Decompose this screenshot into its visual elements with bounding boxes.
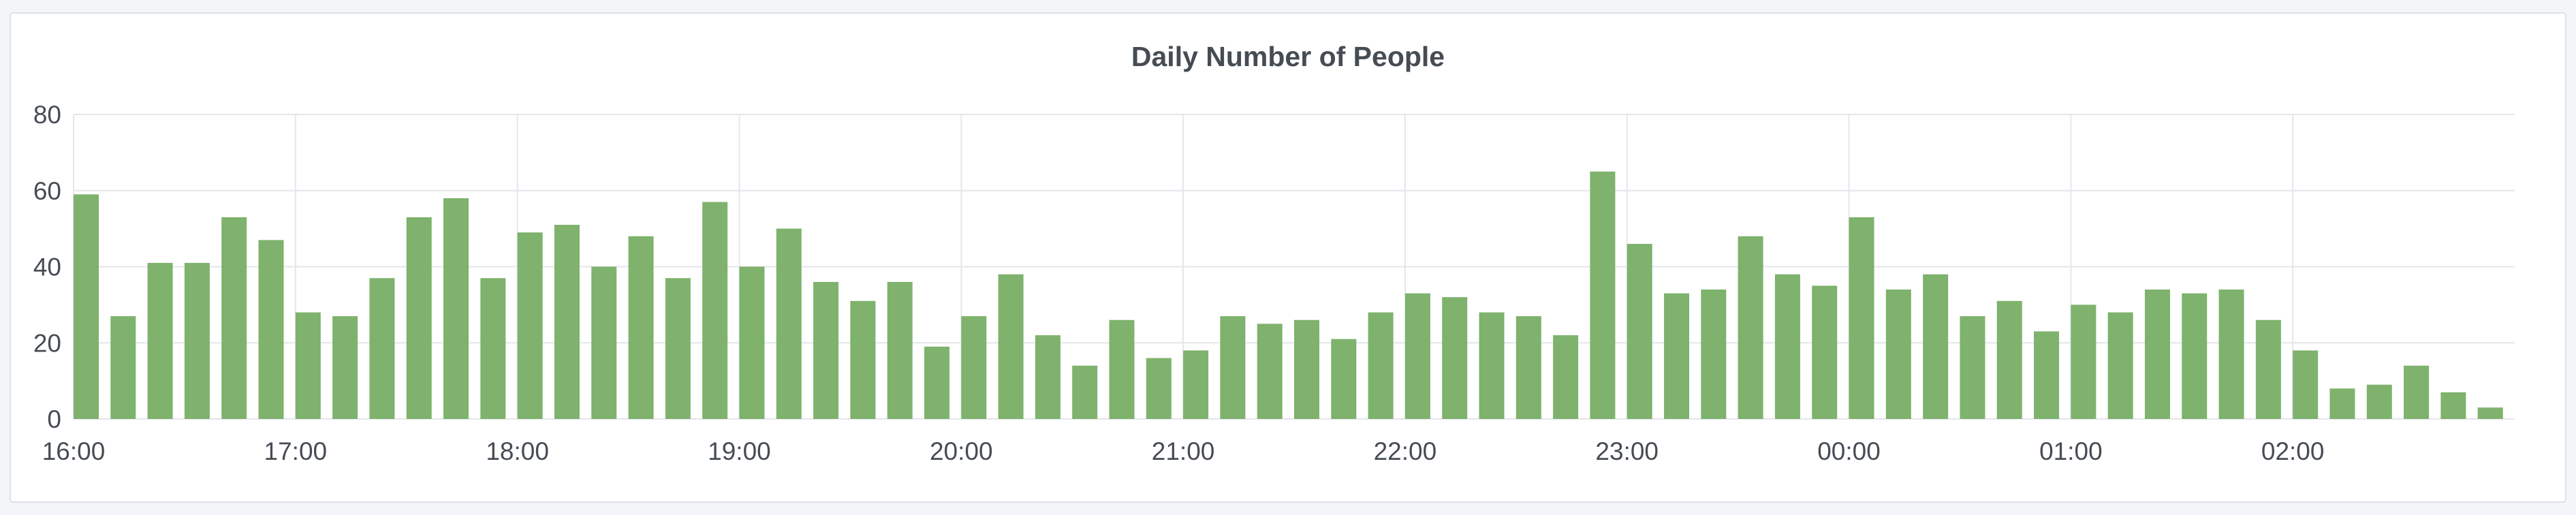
x-tick-label: 18:00 xyxy=(486,437,549,465)
bar xyxy=(1738,236,1763,419)
bar xyxy=(1294,319,1319,419)
bar xyxy=(2255,319,2281,419)
y-tick-label: 20 xyxy=(33,329,61,357)
bar xyxy=(1183,350,1209,419)
bar xyxy=(1479,312,1505,419)
bar xyxy=(1331,339,1357,419)
y-tick-label: 80 xyxy=(33,101,61,129)
bar xyxy=(184,262,210,419)
bar xyxy=(517,232,543,419)
bar xyxy=(1627,243,1652,419)
bar xyxy=(295,312,321,419)
x-tick-label: 17:00 xyxy=(264,437,328,465)
y-tick-label: 60 xyxy=(33,177,61,205)
bar xyxy=(850,300,876,419)
bar xyxy=(1368,312,1394,419)
bar xyxy=(739,266,765,419)
y-axis-labels: 0 20 40 60 80 xyxy=(33,101,61,433)
bar xyxy=(1220,316,1246,419)
bar xyxy=(591,266,617,419)
x-tick-label: 22:00 xyxy=(1374,437,1437,465)
bar xyxy=(2366,384,2392,419)
bar xyxy=(1812,285,1838,419)
bar xyxy=(147,262,173,419)
bar xyxy=(2218,290,2244,419)
bar xyxy=(221,217,247,419)
bar xyxy=(332,316,358,419)
bar xyxy=(2107,312,2133,419)
bar xyxy=(2144,290,2170,419)
bar xyxy=(1109,319,1135,419)
bar xyxy=(1849,217,1874,419)
bar xyxy=(110,316,136,419)
bars xyxy=(74,171,2503,419)
bar xyxy=(1996,300,2022,419)
bar xyxy=(406,217,432,419)
bar xyxy=(2034,331,2060,419)
bar xyxy=(2440,392,2466,419)
bar xyxy=(1553,335,1579,419)
x-tick-label: 23:00 xyxy=(1595,437,1659,465)
bar xyxy=(480,278,506,419)
x-tick-label: 02:00 xyxy=(2261,437,2325,465)
bar xyxy=(887,281,913,419)
bar xyxy=(1774,274,1800,419)
bar xyxy=(258,240,284,419)
y-tick-label: 0 xyxy=(47,405,61,433)
x-tick-label: 19:00 xyxy=(708,437,771,465)
bar xyxy=(924,346,949,419)
bar xyxy=(1035,335,1061,419)
x-axis-labels: 16:00 17:00 18:00 19:00 20:00 21:00 22:00 23:00… xyxy=(42,437,2325,465)
x-tick-label: 21:00 xyxy=(1152,437,1215,465)
x-tick-label: 00:00 xyxy=(1817,437,1881,465)
panel-title: Daily Number of People xyxy=(1131,41,1445,72)
bar xyxy=(554,225,580,419)
bar xyxy=(1515,316,1541,419)
chart-panel: Daily Number of People xyxy=(10,12,2566,503)
bar xyxy=(961,316,987,419)
x-tick-label: 01:00 xyxy=(2039,437,2103,465)
bar xyxy=(2477,407,2503,419)
bar xyxy=(1404,293,1430,419)
bar xyxy=(1664,293,1690,419)
bar xyxy=(1701,290,1727,419)
bar xyxy=(2404,365,2430,419)
bar xyxy=(1590,171,1616,419)
bar xyxy=(813,281,839,419)
bar xyxy=(1257,324,1283,419)
x-tick-label: 16:00 xyxy=(42,437,106,465)
bar xyxy=(1442,297,1468,419)
bar xyxy=(665,278,691,419)
bar xyxy=(998,274,1024,419)
bar xyxy=(702,202,728,419)
bar xyxy=(776,228,802,419)
bar xyxy=(1885,290,1911,419)
bar xyxy=(1072,365,1098,419)
bar xyxy=(2182,293,2208,419)
bar xyxy=(2071,305,2096,419)
bar xyxy=(1923,274,1949,419)
bar xyxy=(1146,358,1172,419)
bar xyxy=(74,194,99,419)
bar xyxy=(628,236,654,419)
bar xyxy=(369,278,395,419)
y-tick-label: 40 xyxy=(33,253,61,281)
bar xyxy=(2329,388,2355,419)
bar xyxy=(2293,350,2319,419)
bar xyxy=(1960,316,1985,419)
x-tick-label: 20:00 xyxy=(930,437,993,465)
bar xyxy=(443,198,469,419)
